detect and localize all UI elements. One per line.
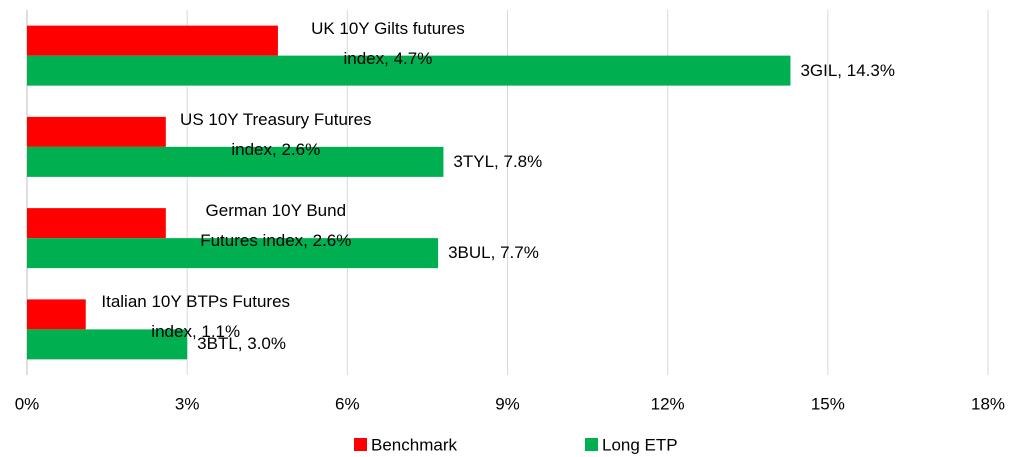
bar — [27, 329, 188, 360]
data-label: UK 10Y Gilts futures index, 4.7% — [311, 18, 465, 68]
legend-swatch — [585, 438, 598, 451]
legend-swatch — [354, 438, 367, 451]
data-label: 3BUL, 7.7% — [448, 243, 539, 263]
bar — [27, 55, 791, 86]
x-tick-label: 12% — [651, 394, 685, 413]
x-tick-label: 6% — [335, 394, 360, 413]
x-tick-label: 3% — [175, 394, 200, 413]
bar — [27, 25, 278, 56]
bar — [27, 299, 86, 330]
data-label: Italian 10Y BTPs Futures index, 1.1% — [101, 292, 291, 342]
data-label: 3TYL, 7.8% — [453, 151, 543, 171]
data-label: 3BTL, 3.0% — [197, 334, 286, 354]
x-tick-label: 0% — [15, 394, 40, 413]
data-label: 3GIL, 14.3% — [800, 60, 895, 80]
bar — [27, 208, 166, 239]
x-tick-label: 15% — [811, 394, 845, 413]
x-tick-label: 18% — [971, 394, 1005, 413]
data-label: German 10Y Bund Futures index, 2.6% — [200, 201, 352, 251]
bar — [27, 146, 444, 177]
bar — [27, 238, 439, 269]
x-tick-label: 9% — [495, 394, 520, 413]
legend-label: Long ETP — [602, 435, 678, 454]
legend-label: Benchmark — [371, 435, 457, 454]
bar — [27, 116, 166, 147]
data-label: US 10Y Treasury Futures index, 2.6% — [180, 109, 372, 159]
